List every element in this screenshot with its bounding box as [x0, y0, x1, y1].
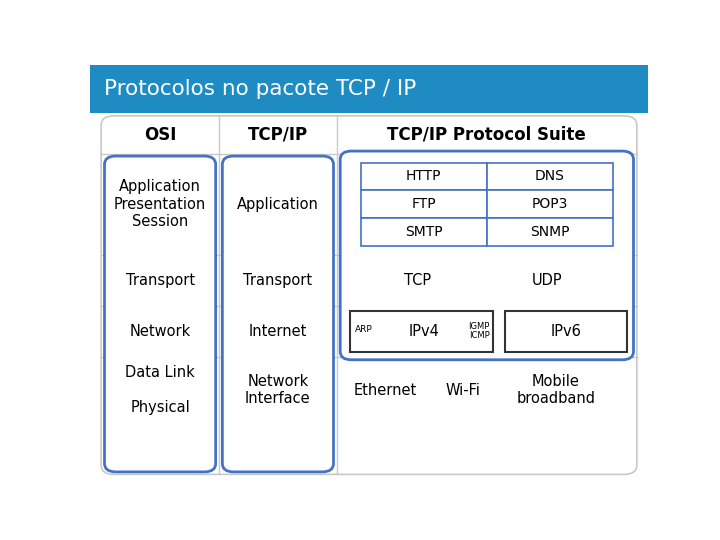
Text: ICMP: ICMP — [469, 331, 490, 340]
Bar — [487, 190, 613, 218]
Text: IPv6: IPv6 — [551, 324, 582, 339]
Text: TCP/IP Protocol Suite: TCP/IP Protocol Suite — [387, 126, 586, 144]
Text: Network: Network — [130, 324, 191, 339]
Text: Data Link

Physical: Data Link Physical — [125, 365, 195, 415]
Text: Wi-Fi: Wi-Fi — [446, 383, 480, 397]
Text: IGMP: IGMP — [468, 322, 490, 331]
Text: ARP: ARP — [354, 325, 372, 334]
Text: TCP: TCP — [405, 273, 431, 288]
FancyBboxPatch shape — [101, 116, 637, 474]
Bar — [487, 163, 613, 190]
Bar — [505, 312, 627, 352]
Text: Application: Application — [237, 197, 319, 212]
Text: SNMP: SNMP — [530, 225, 570, 239]
FancyBboxPatch shape — [222, 156, 333, 472]
Text: HTTP: HTTP — [406, 170, 441, 184]
Text: OSI: OSI — [144, 126, 176, 144]
Text: Mobile
broadband: Mobile broadband — [516, 374, 595, 407]
Text: Transport: Transport — [243, 273, 312, 288]
Text: FTP: FTP — [412, 197, 436, 211]
FancyBboxPatch shape — [341, 151, 634, 360]
Text: TCP/IP: TCP/IP — [248, 126, 308, 144]
Bar — [361, 163, 487, 190]
Bar — [361, 190, 487, 218]
Text: Network
Interface: Network Interface — [245, 374, 311, 407]
Text: SMTP: SMTP — [405, 225, 443, 239]
Text: Transport: Transport — [125, 273, 194, 288]
Text: POP3: POP3 — [531, 197, 568, 211]
Text: Protocolos no pacote TCP / IP: Protocolos no pacote TCP / IP — [104, 79, 416, 99]
FancyBboxPatch shape — [90, 65, 648, 113]
Text: Internet: Internet — [248, 324, 307, 339]
Bar — [361, 218, 487, 246]
Bar — [487, 218, 613, 246]
Text: UDP: UDP — [531, 273, 562, 288]
Text: DNS: DNS — [535, 170, 564, 184]
FancyBboxPatch shape — [104, 156, 216, 472]
Text: Ethernet: Ethernet — [354, 383, 416, 397]
Text: IPv4: IPv4 — [409, 324, 440, 339]
Text: Application
Presentation
Session: Application Presentation Session — [114, 179, 206, 229]
Bar — [350, 312, 493, 352]
